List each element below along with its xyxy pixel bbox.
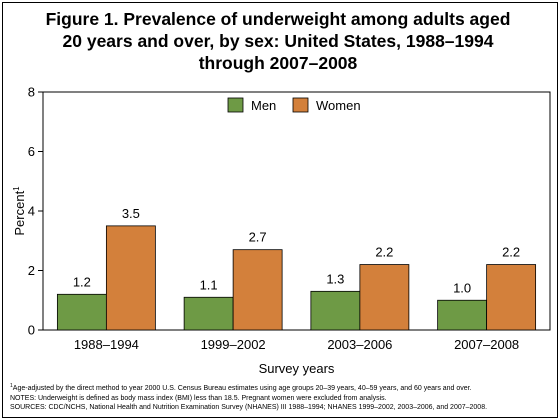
- x-tick-label: 2007–2008: [454, 337, 519, 352]
- bar-women: [232, 249, 283, 331]
- legend-label-men: Men: [251, 98, 276, 113]
- x-tick-label: 2003–2006: [327, 337, 392, 352]
- y-axis-label: Percent1: [12, 186, 27, 236]
- y-axis-label-text: Percent: [12, 190, 27, 235]
- chart-notes: 1Age-adjusted by the direct method to ye…: [10, 382, 550, 413]
- legend-swatch-men: [227, 97, 244, 113]
- data-label-men: 1.3: [326, 271, 344, 286]
- y-tick-label: 0: [28, 323, 35, 338]
- data-label-women: 2.2: [375, 245, 393, 260]
- x-tick-label: 1988–1994: [74, 337, 139, 352]
- data-label-men: 1.1: [200, 277, 218, 292]
- data-label-women: 2.2: [502, 245, 520, 260]
- footnote-mark: 1: [10, 383, 13, 389]
- bar-women: [105, 225, 156, 331]
- chart-title: Figure 1. Prevalence of underweight amon…: [10, 8, 546, 74]
- bar-men: [310, 290, 361, 331]
- x-axis-label: Survey years: [259, 361, 335, 376]
- bar-men: [183, 296, 234, 331]
- y-tick-label: 6: [28, 144, 35, 159]
- y-tick-label: 8: [28, 85, 35, 100]
- bar-men: [56, 293, 107, 331]
- y-axis-label-footnote-mark: 1: [12, 186, 21, 191]
- footnote-age-adjusted: 1Age-adjusted by the direct method to ye…: [10, 382, 550, 394]
- legend-swatch-women: [292, 97, 309, 113]
- bar-men: [437, 299, 488, 331]
- y-tick-label: 4: [28, 204, 35, 219]
- data-label-women: 3.5: [122, 206, 140, 221]
- y-tick-label: 2: [28, 263, 35, 278]
- bar-chart: 0 2 4 6 8 Percent1 1.2 3.5 1988–1994 1.1 2.7 1999–2…: [12, 85, 551, 376]
- chart-title-line-3: through 2007–2008: [198, 53, 358, 73]
- bar-women: [359, 264, 410, 331]
- data-label-men: 1.0: [453, 280, 471, 295]
- chart-title-line-2: 20 years and over, by sex: United States…: [62, 31, 494, 51]
- bar-women: [486, 264, 537, 331]
- chart-title-line-1: Figure 1. Prevalence of underweight amon…: [45, 9, 511, 29]
- sources-text: SOURCES: CDC/NCHS, National Health and N…: [10, 404, 488, 412]
- data-label-men: 1.2: [73, 274, 91, 289]
- footnote-text: Age-adjusted by the direct method to yea…: [12, 385, 472, 392]
- data-label-women: 2.7: [249, 230, 267, 245]
- legend-label-women: Women: [316, 98, 361, 113]
- x-tick-label: 1999–2002: [201, 337, 266, 352]
- notes-text: NOTES: Underweight is defined as body ma…: [10, 394, 387, 402]
